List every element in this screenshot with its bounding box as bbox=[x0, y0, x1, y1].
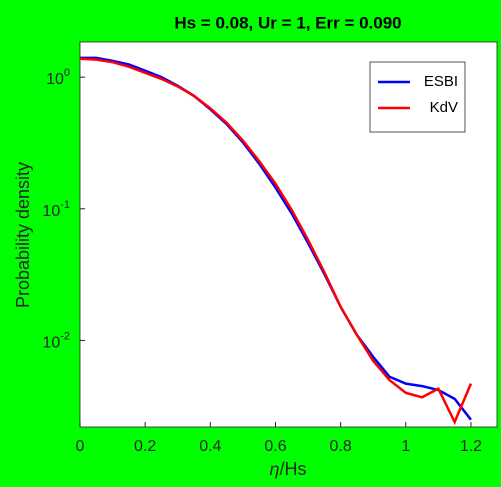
x-tick-label: 0.6 bbox=[264, 438, 286, 455]
line bbox=[80, 56, 472, 421]
x-tick-label: 1.2 bbox=[460, 438, 482, 455]
y-tick-label: 100 bbox=[46, 67, 70, 88]
y-axis-label: Probability density bbox=[13, 162, 33, 308]
y-tick-label: 10-1 bbox=[42, 199, 70, 220]
legend-label: KdV bbox=[430, 99, 458, 116]
x-tick-label: 0.8 bbox=[330, 438, 352, 455]
line bbox=[79, 57, 473, 426]
x-tick-label: 0.4 bbox=[199, 438, 221, 455]
legend-box bbox=[369, 61, 466, 133]
y-tick-label: 10-2 bbox=[42, 330, 70, 351]
x-tick-label: 0.2 bbox=[134, 438, 156, 455]
legend-label: ESBI bbox=[424, 73, 458, 90]
chart-title: Hs = 0.08, Ur = 1, Err = 0.090 bbox=[174, 13, 401, 32]
x-tick-label: 1 bbox=[401, 438, 410, 455]
x-axis-label: η/Hs bbox=[270, 459, 307, 479]
x-tick-label: 0 bbox=[76, 438, 85, 455]
